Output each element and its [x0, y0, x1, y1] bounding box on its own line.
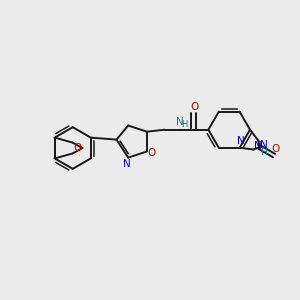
Text: O: O	[148, 148, 156, 158]
Text: O: O	[271, 144, 279, 154]
Text: N: N	[123, 158, 131, 169]
Text: O: O	[74, 142, 82, 152]
Text: H: H	[182, 120, 188, 129]
Text: N: N	[176, 117, 184, 127]
Text: N: N	[237, 136, 244, 146]
Text: H: H	[260, 148, 267, 157]
Text: N: N	[260, 140, 267, 150]
Text: N: N	[254, 140, 262, 151]
Text: O: O	[190, 102, 198, 112]
